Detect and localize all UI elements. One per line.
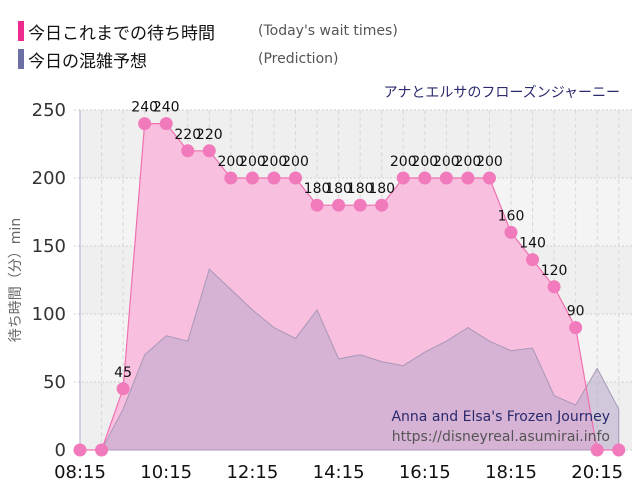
data-label: 45 — [114, 365, 132, 381]
data-point — [245, 171, 259, 185]
data-label: 180 — [368, 181, 395, 197]
data-point — [612, 443, 626, 457]
data-label: 180 — [347, 181, 374, 197]
data-label: 180 — [325, 181, 352, 197]
ride-title: アナとエルサのフローズンジャーニー — [383, 85, 620, 101]
data-point — [590, 443, 604, 457]
data-point — [289, 171, 302, 185]
legend-prediction: 今日の混雑予想 (Prediction) — [18, 48, 339, 72]
data-point — [547, 280, 561, 294]
data-point — [138, 117, 152, 131]
y-tick-label: 100 — [32, 304, 66, 325]
data-point — [73, 443, 87, 457]
data-label: 120 — [541, 263, 568, 279]
legend-prediction-swatch — [18, 49, 24, 69]
data-point — [353, 198, 367, 212]
y-tick-label: 150 — [32, 236, 66, 257]
x-tick-label: 18:15 — [485, 462, 537, 483]
legend-prediction-label-jp: 今日の混雑予想 — [28, 51, 147, 72]
watermark-url: https://disneyreal.asumirai.info — [392, 429, 610, 445]
data-point — [202, 144, 216, 158]
data-label: 140 — [519, 236, 546, 252]
data-label: 200 — [261, 154, 288, 170]
data-label: 180 — [304, 181, 331, 197]
y-tick-label: 0 — [55, 440, 66, 461]
data-label: 200 — [476, 154, 503, 170]
data-label: 240 — [131, 100, 158, 116]
x-tick-label: 08:15 — [54, 462, 106, 483]
data-label: 200 — [239, 154, 266, 170]
data-label: 200 — [455, 154, 482, 170]
prediction-area — [80, 268, 620, 451]
data-label: 220 — [174, 127, 201, 143]
data-label: 220 — [196, 127, 223, 143]
x-tick-label: 12:15 — [226, 462, 278, 483]
data-label: 200 — [217, 154, 244, 170]
legend-actual-swatch — [18, 21, 24, 41]
x-tick-label: 14:15 — [313, 462, 365, 483]
x-tick-label: 20:15 — [571, 462, 623, 483]
data-label: 160 — [498, 208, 525, 224]
data-point — [224, 171, 238, 185]
data-point — [310, 198, 324, 212]
y-tick-label: 200 — [32, 168, 66, 189]
y-tick-label: 250 — [32, 100, 66, 121]
data-point — [418, 171, 432, 185]
data-point — [396, 171, 410, 185]
data-point — [569, 321, 583, 335]
data-label: 90 — [567, 304, 585, 320]
data-point — [461, 171, 475, 185]
y-tick-label: 50 — [43, 372, 66, 393]
legend-actual: 今日これまでの待ち時間 (Today's wait times) — [18, 20, 398, 44]
data-point — [375, 198, 389, 212]
data-point — [95, 443, 109, 457]
data-label: 200 — [282, 154, 309, 170]
data-label: 200 — [411, 154, 438, 170]
y-axis-label: 待ち時間（分）min — [8, 218, 24, 342]
data-point — [159, 117, 173, 131]
watermark-title: Anna and Elsa's Frozen Journey — [391, 409, 610, 425]
data-point — [267, 171, 281, 185]
data-point — [332, 198, 346, 212]
data-point — [181, 144, 195, 158]
data-label: 200 — [390, 154, 417, 170]
data-point — [482, 171, 496, 185]
legend-prediction-label-en: (Prediction) — [258, 51, 339, 67]
data-point — [116, 382, 130, 396]
x-tick-label: 16:15 — [399, 462, 451, 483]
data-point — [439, 171, 453, 185]
data-point — [526, 253, 540, 267]
data-label: 200 — [433, 154, 460, 170]
x-tick-label: 10:15 — [140, 462, 192, 483]
legend-actual-label-en: (Today's wait times) — [258, 23, 398, 39]
data-point — [504, 225, 518, 239]
data-label: 240 — [153, 100, 180, 116]
legend-actual-label-jp: 今日これまでの待ち時間 — [28, 23, 215, 44]
